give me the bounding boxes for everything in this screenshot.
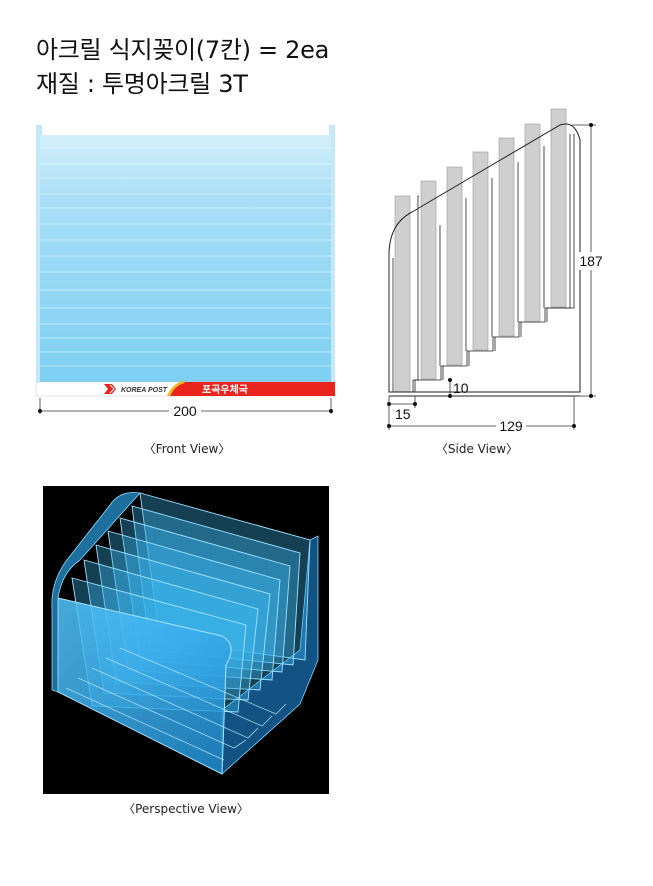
side-depth-dimension: 129 bbox=[387, 396, 576, 434]
perspective-front-panel bbox=[57, 597, 232, 775]
perspective-stair-lines bbox=[65, 647, 287, 761]
material-spec: 재질 : 투명아크릴 3T bbox=[36, 70, 248, 98]
perspective-view bbox=[43, 486, 329, 794]
side-view-caption: 〈Side View〉 bbox=[435, 442, 519, 456]
side-outline bbox=[388, 123, 581, 393]
front-view-caption: 〈Front View〉 bbox=[143, 442, 231, 456]
side-height-label: 187 bbox=[579, 253, 603, 269]
korea-post-logo bbox=[104, 384, 116, 394]
perspective-view-caption: 〈Perspective View〉 bbox=[123, 802, 249, 816]
side-base-label: 15 bbox=[395, 406, 411, 422]
front-banner-swoosh bbox=[166, 380, 185, 397]
front-right-post bbox=[329, 125, 335, 382]
side-step-dimension: 10 bbox=[448, 378, 469, 398]
side-height-dimension: 187 bbox=[572, 123, 605, 398]
side-view: 187 10 15 129 bbox=[387, 108, 605, 434]
brand-label: KOREA POST bbox=[121, 387, 168, 394]
side-base-dimension: 15 bbox=[387, 396, 417, 422]
side-stair-inner bbox=[414, 134, 575, 392]
front-acrylic-panel bbox=[40, 135, 331, 382]
front-width-label: 200 bbox=[173, 403, 197, 419]
front-shelf-lines bbox=[40, 147, 331, 367]
perspective-side-wall bbox=[221, 535, 319, 775]
front-width-dimension: 200 bbox=[38, 398, 333, 419]
side-step-label: 10 bbox=[453, 380, 469, 396]
front-view: KOREA POST 포곡우체국 200 bbox=[35, 125, 336, 419]
front-left-post bbox=[36, 125, 42, 382]
front-red-banner bbox=[170, 382, 335, 396]
side-divider-slots bbox=[439, 146, 545, 366]
product-title: 아크릴 식지꽂이(7칸) = 2ea bbox=[36, 36, 329, 64]
side-dividers bbox=[394, 108, 567, 393]
perspective-curved-wall bbox=[51, 492, 141, 693]
side-depth-label: 129 bbox=[499, 418, 523, 434]
post-office-name: 포곡우체국 bbox=[202, 383, 248, 396]
